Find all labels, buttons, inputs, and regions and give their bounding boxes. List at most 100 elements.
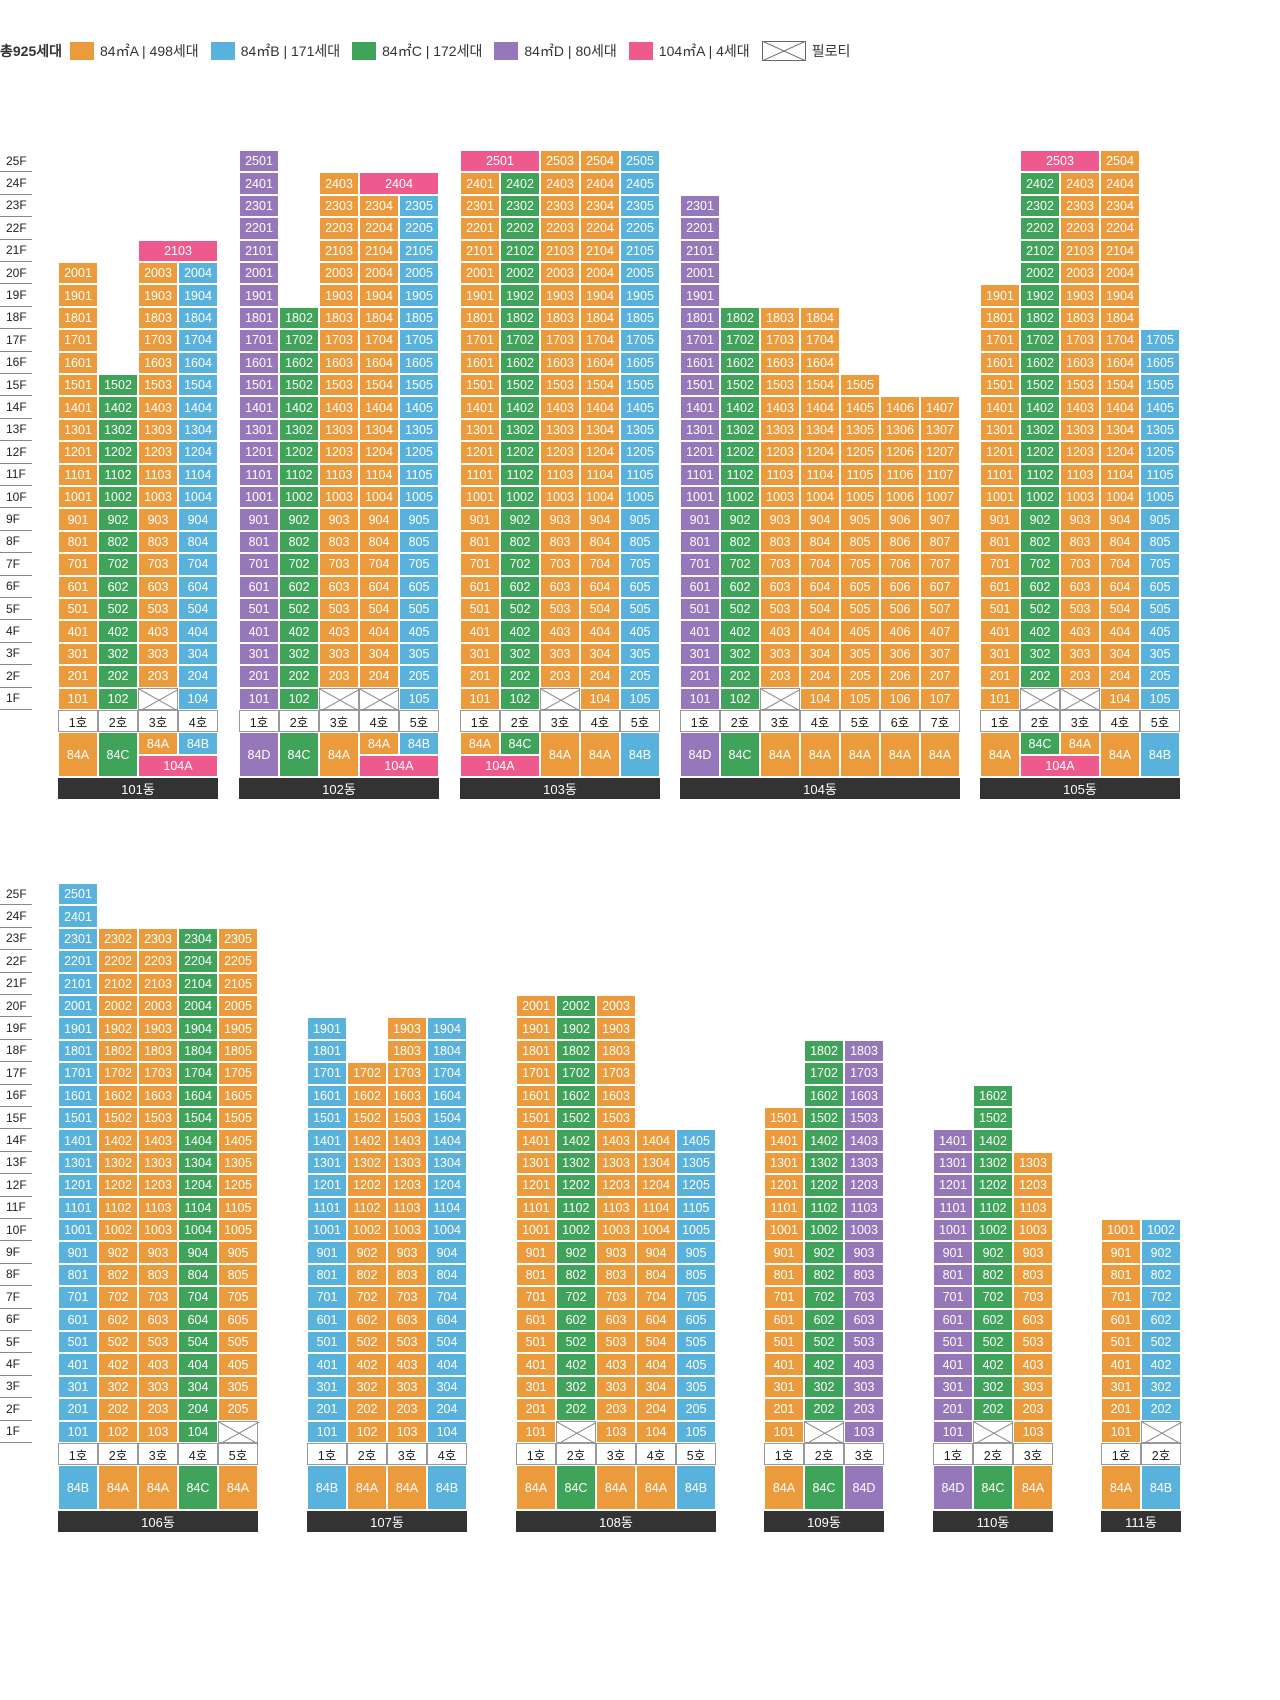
unit-cell[interactable]: 105 — [840, 687, 880, 710]
unit-cell[interactable]: 901 — [58, 508, 98, 531]
unit-cell[interactable]: 2501 — [239, 150, 279, 173]
unit-cell[interactable]: 1104 — [178, 1196, 218, 1219]
unit-cell[interactable]: 604 — [359, 575, 399, 598]
unit-cell[interactable]: 2004 — [580, 262, 620, 285]
unit-cell[interactable]: 2301 — [239, 194, 279, 218]
unit-cell[interactable]: 1102 — [804, 1196, 844, 1219]
unit-cell[interactable]: 1801 — [980, 306, 1020, 330]
unit-cell[interactable]: 1403 — [138, 1129, 178, 1152]
unit-cell[interactable]: 805 — [399, 530, 439, 554]
unit-cell[interactable]: 1703 — [844, 1062, 884, 1085]
unit-cell[interactable]: 1105 — [1140, 463, 1180, 486]
unit-cell[interactable]: 604 — [1100, 575, 1140, 598]
unit-cell[interactable]: 702 — [98, 1286, 138, 1309]
unit-cell[interactable]: 904 — [178, 508, 218, 531]
unit-cell[interactable]: 1504 — [359, 374, 399, 397]
unit-cell[interactable]: 604 — [178, 575, 218, 598]
unit-cell[interactable]: 1103 — [387, 1196, 427, 1219]
unit-cell[interactable]: 1003 — [319, 486, 359, 509]
unit-cell[interactable]: 904 — [580, 508, 620, 531]
unit-cell[interactable]: 1304 — [427, 1151, 467, 1175]
unit-cell[interactable]: 2305 — [620, 194, 660, 218]
unit-cell[interactable]: 703 — [138, 1286, 178, 1309]
unit-cell[interactable]: 1803 — [844, 1039, 884, 1063]
unit-cell[interactable]: 1902 — [556, 1017, 596, 1040]
unit-cell[interactable]: 1901 — [239, 284, 279, 307]
unit-cell[interactable]: 2101 — [460, 239, 500, 262]
unit-cell[interactable]: 101 — [933, 1420, 973, 1443]
unit-cell[interactable]: 304 — [1100, 642, 1140, 666]
unit-cell[interactable]: 505 — [840, 598, 880, 621]
unit-cell[interactable]: 1605 — [399, 351, 439, 374]
unit-cell[interactable]: 1602 — [556, 1084, 596, 1107]
unit-cell[interactable]: 401 — [307, 1353, 347, 1376]
unit-cell[interactable]: 2303 — [1060, 194, 1100, 218]
unit-cell[interactable]: 1302 — [347, 1151, 387, 1175]
unit-cell[interactable]: 202 — [804, 1398, 844, 1421]
unit-cell[interactable]: 1803 — [1060, 306, 1100, 330]
unit-cell[interactable]: 801 — [307, 1263, 347, 1287]
unit-cell[interactable]: 2101 — [239, 239, 279, 262]
unit-cell[interactable]: 101 — [980, 687, 1020, 710]
unit-cell[interactable]: 205 — [620, 665, 660, 688]
unit-cell[interactable]: 604 — [580, 575, 620, 598]
unit-cell[interactable]: 2401 — [58, 905, 98, 928]
unit-cell[interactable]: 1801 — [58, 306, 98, 330]
unit-cell[interactable]: 201 — [58, 1398, 98, 1421]
unit-cell[interactable]: 202 — [98, 665, 138, 688]
unit-cell[interactable]: 2201 — [680, 217, 720, 240]
unit-cell[interactable]: 403 — [1013, 1353, 1053, 1376]
unit-cell[interactable]: 1503 — [540, 374, 580, 397]
unit-cell[interactable]: 701 — [764, 1286, 804, 1309]
unit-cell[interactable]: 304 — [636, 1375, 676, 1399]
unit-cell[interactable]: 702 — [1141, 1286, 1181, 1309]
unit-cell[interactable]: 1502 — [556, 1107, 596, 1130]
unit-cell[interactable]: 1102 — [556, 1196, 596, 1219]
unit-cell[interactable]: 805 — [676, 1263, 716, 1287]
unit-cell[interactable]: 1803 — [387, 1039, 427, 1063]
unit-cell[interactable]: 703 — [596, 1286, 636, 1309]
unit-cell[interactable]: 1401 — [58, 396, 98, 419]
unit-cell[interactable]: 1702 — [1020, 329, 1060, 352]
unit-cell[interactable]: 2302 — [1020, 194, 1060, 218]
unit-cell[interactable]: 1004 — [178, 486, 218, 509]
unit-cell[interactable]: 1404 — [427, 1129, 467, 1152]
unit-cell[interactable]: 207 — [920, 665, 960, 688]
unit-cell[interactable]: 2101 — [680, 239, 720, 262]
unit-cell[interactable]: 1202 — [973, 1174, 1013, 1197]
unit-cell[interactable]: 2004 — [178, 995, 218, 1018]
unit-cell[interactable]: 902 — [720, 508, 760, 531]
unit-cell[interactable]: 1701 — [680, 329, 720, 352]
unit-cell[interactable]: 201 — [239, 665, 279, 688]
unit-cell[interactable]: 2201 — [58, 950, 98, 973]
unit-cell[interactable]: 601 — [933, 1308, 973, 1331]
unit-cell[interactable]: 202 — [98, 1398, 138, 1421]
unit-cell[interactable]: 1903 — [138, 1017, 178, 1040]
unit-cell[interactable]: 1303 — [1013, 1151, 1053, 1175]
unit-cell[interactable]: 301 — [307, 1375, 347, 1399]
unit-cell[interactable]: 502 — [973, 1331, 1013, 1354]
unit-cell[interactable]: 2304 — [178, 927, 218, 951]
unit-cell[interactable]: 1604 — [178, 1084, 218, 1107]
unit-cell[interactable]: 1101 — [307, 1196, 347, 1219]
unit-cell[interactable]: 806 — [880, 530, 920, 554]
unit-cell[interactable]: 403 — [540, 620, 580, 643]
unit-cell[interactable]: 1901 — [980, 284, 1020, 307]
unit-cell[interactable]: 1702 — [279, 329, 319, 352]
unit-cell[interactable]: 405 — [1140, 620, 1180, 643]
unit-cell[interactable]: 702 — [347, 1286, 387, 1309]
unit-cell[interactable]: 501 — [764, 1331, 804, 1354]
unit-cell[interactable]: 1201 — [58, 1174, 98, 1197]
unit-cell[interactable]: 1402 — [279, 396, 319, 419]
unit-cell[interactable]: 705 — [218, 1286, 258, 1309]
unit-cell[interactable]: 1703 — [387, 1062, 427, 1085]
unit-cell[interactable]: 1302 — [98, 418, 138, 442]
unit-cell[interactable]: 905 — [840, 508, 880, 531]
unit-cell[interactable]: 1104 — [580, 463, 620, 486]
unit-cell[interactable]: 1202 — [1020, 441, 1060, 464]
unit-cell[interactable]: 503 — [138, 598, 178, 621]
unit-cell[interactable]: 1701 — [980, 329, 1020, 352]
unit-cell[interactable]: 301 — [58, 1375, 98, 1399]
unit-cell[interactable]: 1304 — [800, 418, 840, 442]
unit-cell[interactable]: 1601 — [516, 1084, 556, 1107]
